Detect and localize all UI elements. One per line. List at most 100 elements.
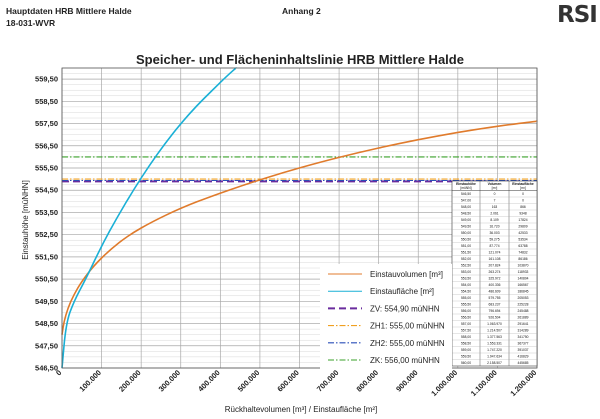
table-cell: 486.609	[489, 290, 501, 294]
table-header: Einstaufläche	[512, 182, 534, 186]
table-cell: 556,00	[461, 309, 471, 313]
table-cell: 559,00	[461, 348, 471, 352]
table-cell: 551,00	[461, 244, 471, 248]
table-cell: 554,50	[461, 290, 471, 294]
table-cell: 7	[494, 199, 496, 203]
table-cell: 555,50	[461, 303, 471, 307]
table-header-unit: [m³]	[492, 186, 498, 190]
x-tick-label: 300.000	[157, 368, 183, 394]
document-header: Hauptdaten HRB Mittlere Halde 18-031-WVR	[6, 5, 132, 29]
y-tick-label: 552,50	[35, 230, 58, 239]
table-cell: 59.275	[489, 238, 499, 242]
table-cell: 1.747.220	[487, 348, 502, 352]
y-tick-label: 551,50	[35, 252, 58, 261]
table-header: Einstauhöhe	[456, 182, 476, 186]
y-tick-label: 550,50	[35, 275, 58, 284]
table-cell: 263.274	[489, 270, 501, 274]
table-cell: 17824	[518, 218, 527, 222]
table-cell: 550,00	[461, 231, 471, 235]
x-tick-label: 200.000	[117, 368, 143, 394]
table-cell: 445685	[517, 361, 528, 365]
legend-label: ZV: 554,90 müNHN	[370, 304, 440, 313]
table-cell: 0	[494, 192, 496, 196]
table-cell: 549,00	[461, 218, 471, 222]
table-cell: 341750	[517, 335, 528, 339]
table-cell: 1.063.970	[487, 322, 502, 326]
table-cell: 8.109	[490, 218, 498, 222]
table-cell: 1.377.563	[487, 335, 502, 339]
table-cell: 163	[492, 205, 498, 209]
table-cell: 548,50	[461, 212, 471, 216]
table-cell: 314289	[517, 329, 528, 333]
table-cell: 121.074	[489, 251, 501, 255]
table-cell: 207.824	[489, 264, 501, 268]
legend-label: Einstaufläche [m²]	[370, 287, 434, 296]
table-cell: 16.720	[489, 225, 499, 229]
legend-label: Einstauvolumen [m³]	[370, 270, 443, 279]
table-cell: 245488	[517, 309, 528, 313]
table-cell: 550,50	[461, 238, 471, 242]
table-header-unit: [m²]	[520, 186, 526, 190]
legend-label: ZK: 556,00 müNHN	[370, 356, 440, 365]
y-tick-label: 548,50	[35, 319, 58, 328]
table-cell: 552,00	[461, 257, 471, 261]
table-header: Volumen	[488, 182, 502, 186]
table-cell: 548,00	[461, 205, 471, 209]
table-header-unit: [müNN]	[460, 186, 471, 190]
table-cell: 325.972	[489, 277, 501, 281]
table-cell: 416829	[517, 355, 528, 359]
table-cell: 161.108	[489, 257, 501, 261]
table-cell: 186845	[517, 290, 528, 294]
table-cell: 391037	[517, 348, 528, 352]
x-axis-label: Rückhaltevolumen [m³] / Einstaufläche [m…	[225, 405, 378, 414]
table-cell: 225228	[517, 303, 528, 307]
table-cell: 553,00	[461, 270, 471, 274]
table-cell: 546,50	[461, 192, 471, 196]
table-cell: 2.061	[490, 212, 498, 216]
table-cell: 103870	[517, 264, 528, 268]
table-cell: 559,50	[461, 355, 471, 359]
y-tick-label: 556,50	[35, 141, 58, 150]
table-cell: 551,50	[461, 251, 471, 255]
table-cell: 552,50	[461, 264, 471, 268]
table-cell: 36.003	[489, 231, 499, 235]
x-tick-label: 500.000	[236, 368, 262, 394]
x-tick-label: 800.000	[355, 368, 381, 394]
table-cell: 866	[520, 205, 526, 209]
table-cell: 547,00	[461, 199, 471, 203]
data-curves	[61, 67, 538, 369]
y-tick-label: 554,50	[35, 186, 58, 195]
attachment-label: Anhang 2	[282, 6, 321, 16]
table-cell: 261889	[517, 316, 528, 320]
y-tick-label: 546,50	[35, 364, 58, 373]
table-cell: 558,00	[461, 335, 471, 339]
y-tick-label: 547,50	[35, 341, 58, 350]
table-cell: 63788	[518, 244, 527, 248]
table-cell: 0	[522, 192, 524, 196]
table-cell: 0	[522, 199, 524, 203]
table-cell: 1.553.331	[487, 342, 502, 346]
x-tick-label: 900.000	[394, 368, 420, 394]
x-tick-label: 100.000	[77, 368, 103, 394]
y-tick-label: 559,50	[35, 75, 58, 84]
x-tick-label: 1.200.000	[508, 368, 538, 398]
chart-title: Speicher- und Flächeninhaltslinie HRB Mi…	[136, 52, 464, 67]
company-logo: RSI	[557, 2, 598, 28]
table-cell: 796.694	[489, 309, 501, 313]
table-cell: 87.774	[489, 244, 499, 248]
x-tick-label: 700.000	[315, 368, 341, 394]
table-cell: 400.336	[489, 283, 501, 287]
series-line	[61, 120, 538, 335]
table-cell: 557,00	[461, 322, 471, 326]
table-cell: 549,50	[461, 225, 471, 229]
y-tick-label: 549,50	[35, 297, 58, 306]
y-tick-label: 558,50	[35, 97, 58, 106]
table-cell: 1.214.507	[487, 329, 502, 333]
table-cell: 556,50	[461, 316, 471, 320]
table-cell: 166567	[517, 283, 528, 287]
legend-label: ZH2: 555,00 müNHN	[370, 339, 445, 348]
x-tick-label: 0	[54, 368, 63, 377]
table-cell: 74832	[518, 251, 527, 255]
legend-box	[320, 264, 452, 370]
